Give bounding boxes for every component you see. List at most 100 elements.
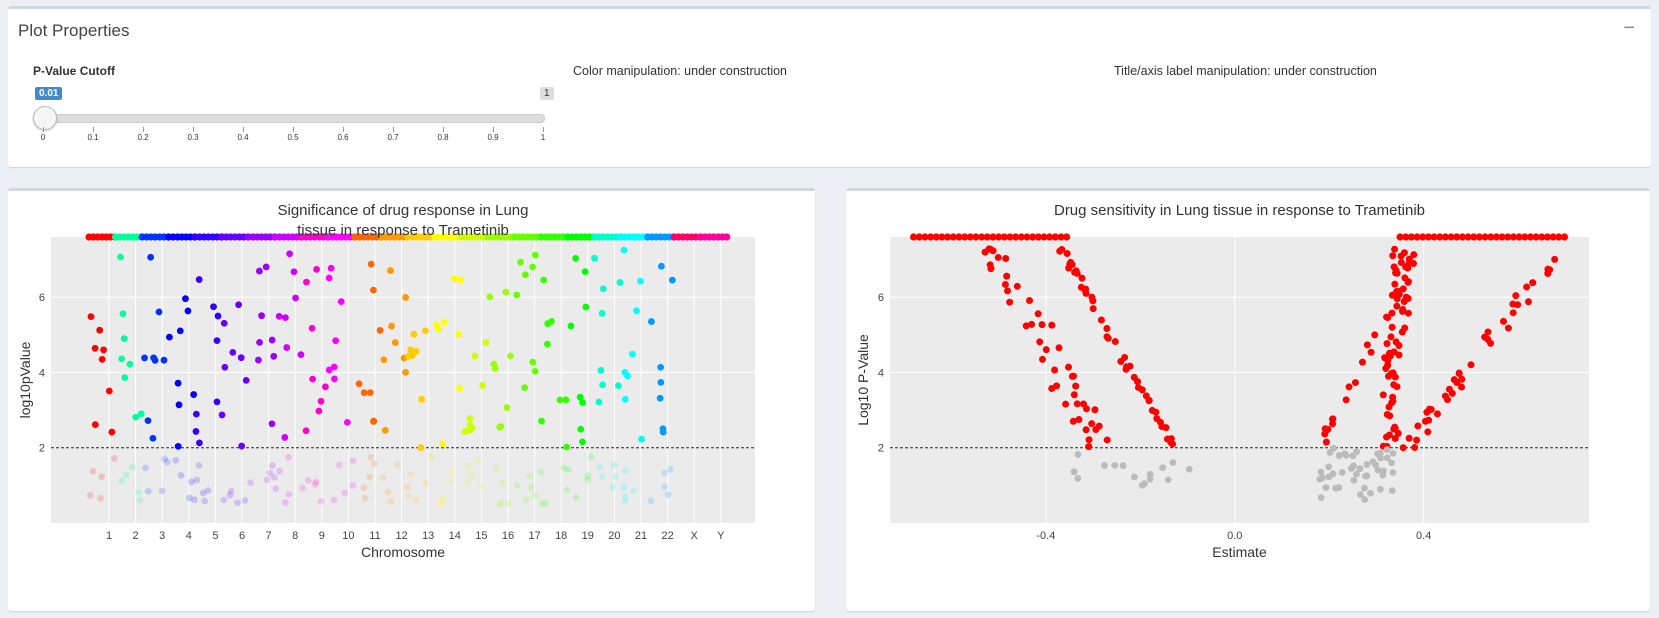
data-point — [521, 384, 529, 392]
data-point — [1324, 425, 1332, 433]
data-point — [661, 469, 669, 477]
data-point — [89, 467, 97, 475]
data-point — [402, 293, 410, 301]
data-point — [938, 233, 946, 241]
data-point — [1088, 420, 1096, 428]
data-point — [1509, 309, 1517, 317]
data-point — [1317, 494, 1325, 501]
data-point — [96, 326, 104, 334]
data-point — [1039, 355, 1047, 363]
color-manipulation-text: Color manipulation: under construction — [573, 64, 788, 78]
slider-tick-label: 0.5 — [287, 133, 299, 142]
data-point — [1351, 379, 1359, 387]
x-tick-label: 22 — [661, 530, 673, 542]
data-point — [1407, 233, 1416, 241]
data-point — [1003, 272, 1011, 280]
data-point — [1325, 463, 1332, 471]
data-point — [1051, 233, 1059, 241]
data-point — [313, 266, 320, 273]
data-point — [1085, 436, 1093, 444]
data-point — [563, 443, 571, 451]
data-point — [587, 453, 595, 461]
data-point — [1404, 278, 1412, 286]
data-point — [464, 478, 472, 485]
data-point — [1089, 305, 1097, 313]
data-point — [1048, 321, 1056, 329]
collapse-icon[interactable]: − — [1623, 17, 1635, 39]
data-point — [1397, 258, 1405, 266]
data-point — [1388, 323, 1396, 331]
slider-tick-label: 0.6 — [337, 133, 349, 142]
data-point — [1555, 233, 1563, 241]
data-point — [1342, 396, 1350, 404]
data-point — [238, 442, 246, 450]
y-tick-label: 6 — [39, 292, 45, 304]
data-point — [1383, 433, 1391, 441]
data-point — [435, 325, 442, 333]
data-point — [1367, 489, 1374, 497]
slider-handle[interactable] — [33, 106, 57, 130]
data-point — [1103, 333, 1111, 341]
data-point — [214, 312, 222, 320]
data-point — [174, 442, 182, 450]
data-point — [213, 398, 221, 406]
data-point — [1492, 233, 1501, 241]
data-point — [367, 453, 375, 461]
data-point — [503, 404, 511, 411]
data-point — [404, 352, 412, 360]
data-point — [268, 462, 276, 470]
data-point — [1169, 440, 1177, 448]
data-point — [572, 494, 580, 502]
data-point — [285, 490, 293, 498]
data-point — [1082, 426, 1090, 434]
data-point — [1458, 233, 1467, 241]
data-point — [1103, 324, 1111, 332]
data-point — [1376, 485, 1384, 493]
data-point — [407, 346, 415, 354]
data-point — [201, 497, 209, 505]
data-point — [370, 286, 377, 294]
data-point — [1487, 339, 1495, 347]
slider-track[interactable] — [42, 114, 545, 123]
x-tick-label: 18 — [555, 530, 567, 542]
data-point — [1023, 233, 1031, 241]
data-point — [1074, 451, 1082, 458]
data-point — [538, 500, 546, 507]
data-point — [1424, 428, 1432, 436]
data-point — [387, 498, 395, 506]
data-point — [1013, 282, 1021, 290]
data-point — [1042, 346, 1050, 354]
data-point — [142, 464, 150, 472]
x-tick-label: 19 — [582, 530, 594, 542]
data-point — [445, 476, 453, 484]
data-point — [620, 484, 628, 491]
x-tick-label: 2 — [133, 530, 139, 542]
data-point — [1347, 465, 1355, 472]
slider-tick — [393, 127, 394, 132]
data-point — [1034, 233, 1042, 241]
pvalue-slider[interactable]: 0.01 1 0 0.1 0.2 0.3 0.4 0.5 0.6 0.7 0.8 0.9 1 — [33, 87, 554, 147]
data-point — [402, 368, 409, 376]
data-point — [281, 434, 289, 441]
data-point — [1046, 233, 1054, 241]
data-point — [1512, 292, 1520, 300]
data-point — [1002, 255, 1010, 263]
data-point — [1029, 233, 1037, 241]
data-point — [317, 497, 325, 505]
slider-tick-label: 0.9 — [487, 133, 499, 142]
slider-tick — [293, 127, 294, 132]
x-tick-label: 8 — [292, 530, 298, 542]
data-point — [529, 263, 536, 271]
data-point — [195, 462, 203, 469]
title-manipulation-text: Title/axis label manipulation: under con… — [1114, 64, 1377, 78]
data-point — [367, 260, 375, 268]
y-axis-label: log10pValue — [17, 341, 33, 418]
x-tick-label: 3 — [159, 530, 165, 542]
data-point — [192, 428, 200, 435]
data-point — [270, 352, 278, 360]
data-point — [1404, 295, 1412, 303]
data-point — [1397, 252, 1405, 260]
x-axis-label: Estimate — [1212, 544, 1267, 560]
data-point — [1396, 233, 1404, 241]
data-point — [1389, 291, 1397, 299]
